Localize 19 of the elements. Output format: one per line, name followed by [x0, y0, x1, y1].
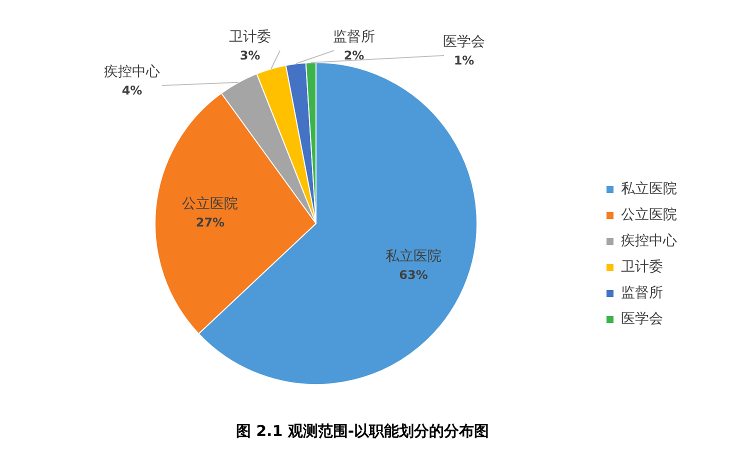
data-label: 4% — [122, 84, 142, 98]
slice-label: 疾控中心 — [104, 64, 160, 80]
data-label: 3% — [240, 48, 260, 63]
data-label: 1% — [454, 54, 474, 68]
data-label: 27% — [196, 216, 225, 230]
legend-label: 私立医院 — [621, 181, 677, 198]
legend-label: 疾控中心 — [621, 233, 677, 250]
slice-label: 公立医院 — [182, 196, 238, 212]
legend-label: 卫计委 — [621, 259, 663, 276]
slice-label: 医学会 — [443, 34, 485, 50]
data-label: 63% — [399, 268, 428, 282]
text: 图 2.1 观测范围-以职能划分的分布图 — [236, 422, 490, 440]
legend-label: 公立医院 — [621, 207, 677, 224]
slice-label: 私立医院 — [386, 248, 442, 264]
data-label: 2% — [344, 48, 364, 63]
legend-label: 监督所 — [621, 285, 663, 302]
legend-label: 医学会 — [621, 311, 663, 328]
slice-label: 监督所 — [333, 29, 375, 46]
slice-label: 卫计委 — [229, 29, 271, 46]
